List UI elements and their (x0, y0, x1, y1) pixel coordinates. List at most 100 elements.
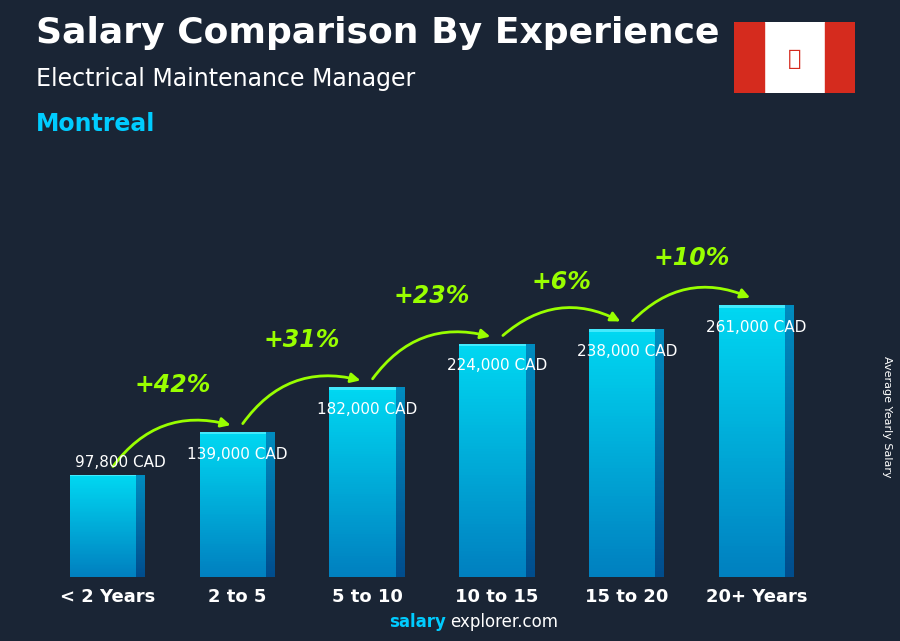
Bar (526, 405, 535, 408)
Bar (785, 574, 794, 577)
Bar (655, 453, 664, 456)
Bar (526, 528, 535, 530)
Bar (459, 361, 526, 364)
Bar (136, 574, 145, 576)
Bar (590, 456, 655, 459)
Bar (590, 474, 655, 478)
Bar (70, 475, 136, 476)
Bar (136, 488, 145, 489)
Bar (459, 451, 526, 454)
Bar (655, 372, 664, 376)
Bar (136, 536, 145, 537)
Bar (655, 347, 664, 351)
Bar (266, 452, 274, 454)
Bar (396, 435, 405, 437)
Bar (266, 566, 274, 568)
Bar (590, 570, 655, 574)
Bar (459, 376, 526, 379)
Bar (329, 563, 396, 565)
Bar (785, 509, 794, 512)
Bar (329, 451, 396, 454)
Bar (655, 360, 664, 363)
Bar (136, 494, 145, 495)
Bar (526, 547, 535, 551)
Bar (459, 413, 526, 417)
Bar (459, 347, 526, 349)
Bar (590, 552, 655, 555)
Bar (329, 549, 396, 551)
Bar (200, 530, 266, 531)
Bar (136, 479, 145, 480)
Bar (655, 435, 664, 437)
Bar (590, 422, 655, 425)
Bar (266, 445, 274, 447)
Bar (329, 387, 396, 390)
Bar (266, 465, 274, 467)
Bar (396, 413, 405, 416)
Bar (136, 480, 145, 481)
Bar (396, 418, 405, 420)
Bar (655, 549, 664, 552)
Bar (266, 568, 274, 570)
Bar (459, 428, 526, 431)
Bar (200, 479, 266, 481)
Bar (200, 570, 266, 572)
Bar (785, 329, 794, 332)
Bar (70, 560, 136, 562)
Bar (329, 430, 396, 432)
Bar (200, 458, 266, 459)
Bar (70, 487, 136, 488)
Bar (459, 568, 526, 571)
Bar (655, 484, 664, 487)
Bar (785, 305, 794, 308)
Bar (200, 564, 266, 566)
Bar (329, 454, 396, 456)
Bar (655, 379, 664, 381)
Bar (526, 519, 535, 522)
Bar (266, 533, 274, 535)
Bar (655, 481, 664, 484)
Bar (329, 574, 396, 577)
Bar (655, 540, 664, 543)
Bar (329, 461, 396, 463)
Bar (459, 501, 526, 504)
Bar (136, 569, 145, 570)
Bar (200, 575, 266, 577)
Bar (459, 536, 526, 539)
Bar (526, 524, 535, 528)
Bar (266, 497, 274, 499)
Bar (590, 357, 655, 360)
Bar (719, 512, 785, 516)
Bar (590, 555, 655, 558)
Bar (136, 484, 145, 485)
Bar (70, 526, 136, 528)
Bar (459, 528, 526, 530)
Bar (719, 516, 785, 519)
Bar (329, 447, 396, 449)
Bar (136, 562, 145, 563)
Bar (785, 370, 794, 373)
Bar (200, 566, 266, 568)
Bar (655, 403, 664, 406)
Bar (70, 504, 136, 506)
Bar (396, 470, 405, 472)
Bar (329, 510, 396, 513)
Bar (526, 487, 535, 490)
Bar (590, 369, 655, 372)
Bar (719, 424, 785, 428)
Bar (785, 567, 794, 570)
Bar (785, 519, 794, 522)
Bar (70, 503, 136, 504)
Bar (590, 521, 655, 524)
Bar (266, 439, 274, 441)
Bar (136, 573, 145, 574)
Bar (526, 370, 535, 372)
Bar (266, 508, 274, 510)
Bar (200, 520, 266, 522)
Bar (200, 490, 266, 492)
Bar (719, 410, 785, 414)
Bar (200, 561, 266, 562)
Bar (396, 485, 405, 487)
Bar (459, 542, 526, 545)
Bar (136, 520, 145, 521)
